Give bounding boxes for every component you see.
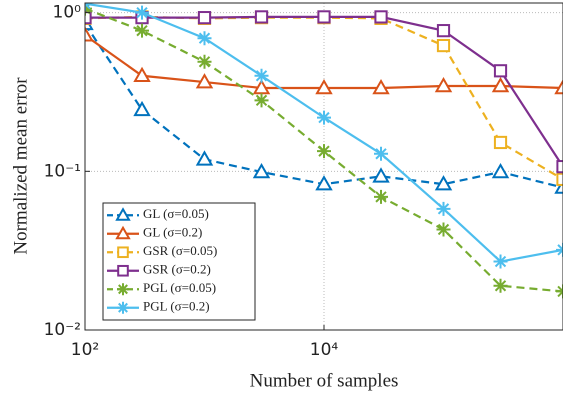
data-point bbox=[133, 100, 151, 117]
legend-marker bbox=[117, 264, 129, 277]
data-point bbox=[491, 76, 510, 93]
data-point bbox=[436, 38, 451, 53]
data-point bbox=[556, 172, 563, 186]
data-point bbox=[434, 175, 453, 191]
x-tick-label: 10⁴ bbox=[310, 340, 339, 360]
legend-label: GL (σ=0.2) bbox=[143, 225, 202, 240]
data-point bbox=[315, 78, 333, 95]
data-point bbox=[374, 146, 389, 161]
data-point bbox=[436, 222, 451, 237]
data-point bbox=[434, 76, 453, 93]
data-point bbox=[254, 68, 269, 83]
data-point bbox=[317, 144, 331, 159]
data-point bbox=[374, 189, 389, 204]
data-point bbox=[493, 64, 508, 78]
data-point bbox=[317, 110, 331, 125]
data-point bbox=[556, 242, 563, 257]
plot-area bbox=[85, 3, 563, 299]
data-point bbox=[317, 10, 331, 24]
y-axis-label: Normalized mean error bbox=[10, 77, 31, 255]
data-point bbox=[372, 167, 390, 183]
data-point bbox=[493, 278, 508, 293]
data-point bbox=[197, 54, 212, 69]
data-point bbox=[436, 24, 451, 38]
data-point bbox=[135, 5, 150, 20]
y-tick-label: 10⁻² bbox=[44, 320, 81, 340]
legend-label: GSR (σ=0.2) bbox=[143, 262, 211, 277]
data-point bbox=[197, 11, 212, 25]
data-point bbox=[315, 175, 333, 191]
data-point bbox=[195, 73, 214, 89]
x-tick-label: 10² bbox=[71, 340, 99, 360]
data-point bbox=[491, 162, 510, 179]
data-point bbox=[556, 160, 563, 174]
legend: GL (σ=0.05) GL (σ=0.2) GSR (σ=0.05) GSR (σ=… bbox=[102, 202, 256, 321]
data-point bbox=[254, 93, 269, 108]
legend-label: PGL (σ=0.2) bbox=[143, 299, 210, 314]
data-point bbox=[135, 23, 150, 38]
legend-marker bbox=[115, 225, 131, 240]
x-axis-label: Number of samples bbox=[250, 370, 399, 391]
data-point bbox=[252, 78, 271, 95]
data-point bbox=[197, 31, 212, 46]
data-point bbox=[556, 284, 563, 299]
data-point bbox=[254, 10, 269, 24]
data-point bbox=[493, 135, 508, 150]
legend-marker bbox=[117, 246, 129, 259]
legend-box bbox=[102, 202, 256, 321]
data-point bbox=[133, 66, 151, 83]
data-point bbox=[554, 78, 563, 95]
legend-label: GL (σ=0.05) bbox=[143, 206, 209, 221]
data-point bbox=[493, 254, 508, 269]
y-tick-label: 10⁻¹ bbox=[44, 161, 81, 181]
legend-label: PGL (σ=0.05) bbox=[143, 280, 216, 295]
data-point bbox=[195, 150, 214, 166]
legend-marker bbox=[117, 301, 129, 314]
legend-label: GSR (σ=0.05) bbox=[143, 243, 217, 258]
y-tick-label: 10⁰ bbox=[53, 3, 82, 23]
data-point bbox=[372, 78, 390, 95]
legend-marker bbox=[117, 283, 129, 296]
data-point bbox=[374, 10, 388, 24]
legend-marker bbox=[115, 207, 131, 221]
data-point bbox=[252, 162, 271, 179]
data-point bbox=[85, 26, 94, 42]
data-point bbox=[436, 201, 451, 216]
